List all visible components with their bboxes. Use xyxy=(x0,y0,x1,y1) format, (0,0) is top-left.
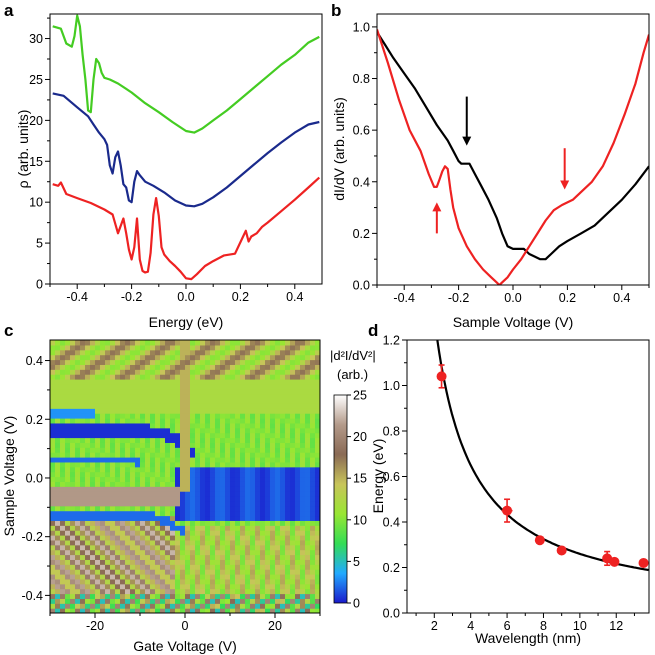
panel-c-ylabel: Sample Voltage (V) xyxy=(1,416,17,537)
panel-a-ytick-label: 25 xyxy=(29,73,43,87)
colorbar-unit: (arb.) xyxy=(337,367,368,382)
heatmap-image xyxy=(50,340,320,613)
series-line-red xyxy=(377,29,649,285)
series-line-navy xyxy=(52,92,320,208)
panel-c-xtick-label: 0 xyxy=(182,619,189,633)
panel-d-xlabel: Wavelength (nm) xyxy=(475,630,581,646)
panel-a-ytick-label: 30 xyxy=(29,32,43,46)
colorbar-tick-label: 10 xyxy=(353,513,367,527)
panel-d-ytick-label: 1.0 xyxy=(383,379,400,393)
panel-b-frame xyxy=(376,13,650,286)
panel-letter-a: a xyxy=(4,1,14,20)
panel-c-ytick-label: 0.2 xyxy=(26,413,43,427)
panel-b-xtick-label: -0.4 xyxy=(393,291,415,305)
panel-b-xtick-label: 0.2 xyxy=(559,291,576,305)
series-line-green xyxy=(52,14,320,134)
panel-a-xtick-label: -0.2 xyxy=(121,290,143,304)
data-point xyxy=(609,556,620,567)
panel-c: c -20 0 20 -0.4 -0.2 0.0 0.2 0.4 Gate Voltage … xyxy=(1,321,376,654)
panel-a: a -0.4 -0.2 0.0 0.2 0.4 0 5 10 15 20 25 30 Energy … xyxy=(4,1,323,330)
arrow-annotation-black-arrow xyxy=(462,96,472,146)
panel-d-ytick-label: 0.8 xyxy=(383,425,400,439)
panel-a-xlabel: Energy (eV) xyxy=(149,314,224,330)
colorbar-tick-label: 5 xyxy=(353,555,360,569)
panel-a-xtick-label: 0.4 xyxy=(286,290,303,304)
panel-d-ytick-label: 0.0 xyxy=(383,607,400,621)
panel-b-xtick-label: -0.2 xyxy=(448,291,470,305)
data-point xyxy=(556,545,567,556)
panel-c-xtick-label: 20 xyxy=(268,619,282,633)
panel-c-ytick-label: 0.0 xyxy=(26,471,43,485)
data-point xyxy=(638,557,649,568)
panel-d-ylabel: Energy (eV) xyxy=(370,439,386,514)
panel-d: d 2 4 6 8 10 12 0.0 0.2 0.4 0.6 0.8 1.0 1.2 Wavelen… xyxy=(368,321,650,646)
panel-d-ytick-label: 0.4 xyxy=(383,516,400,530)
panel-d-ytick-label: 0.6 xyxy=(383,470,400,484)
panel-a-ytick-label: 20 xyxy=(29,114,43,128)
colorbar-title: |d²I/dV²| xyxy=(330,348,376,363)
panel-a-ytick-label: 10 xyxy=(29,196,43,210)
data-point xyxy=(534,535,545,546)
panel-d-xtick-label: 10 xyxy=(573,619,587,633)
data-point xyxy=(501,498,513,523)
panel-b-xlabel: Sample Voltage (V) xyxy=(453,314,574,330)
panel-b-ytick-label: 0.4 xyxy=(353,175,370,189)
colorbar: |d²I/dV²| (arb.) 0 5 10 15 20 25 xyxy=(330,348,376,611)
panel-d-ytick-label: 1.2 xyxy=(383,334,400,348)
panel-c-ytick-label: -0.2 xyxy=(21,530,43,544)
arrow-annotation-red-arrow-left xyxy=(432,202,442,234)
colorbar-tick-label: 15 xyxy=(353,472,367,486)
colorbar-tick-label: 0 xyxy=(353,597,360,611)
panel-a-frame xyxy=(49,13,323,285)
panel-b-xtick-label: 0.4 xyxy=(613,291,630,305)
panel-b-ytick-label: 1.0 xyxy=(353,20,370,34)
panel-c-xlabel: Gate Voltage (V) xyxy=(133,638,237,654)
arrow-annotation-red-arrow-right xyxy=(560,148,570,190)
panel-a-ytick-label: 5 xyxy=(36,237,43,251)
panel-a-ytick-label: 15 xyxy=(29,155,43,169)
panel-a-xtick-label: 0.0 xyxy=(177,290,194,304)
panel-b: b -0.4 -0.2 0.0 0.2 0.4 0.0 0.2 0.4 0.6 0.8 1.0 S… xyxy=(331,1,650,330)
panel-d-xtick-label: 12 xyxy=(609,619,623,633)
series-line-black xyxy=(377,31,649,261)
panel-a-ytick-label: 0 xyxy=(36,278,43,292)
panel-a-ylabel: ρ (arb. units) xyxy=(15,110,31,189)
panel-c-xtick-label: -20 xyxy=(86,619,104,633)
panel-b-xtick-label: 0.0 xyxy=(504,291,521,305)
panel-letter-c: c xyxy=(4,321,13,340)
data-point xyxy=(436,364,447,389)
panel-letter-d: d xyxy=(368,321,378,340)
fit-curve xyxy=(436,340,649,572)
panel-a-xtick-label: 0.2 xyxy=(232,290,249,304)
panel-b-ylabel: dI/dV (arb. units) xyxy=(331,97,347,201)
panel-c-ytick-label: -0.4 xyxy=(21,589,43,603)
panel-b-ytick-label: 0.2 xyxy=(353,227,370,241)
panel-letter-b: b xyxy=(331,1,341,20)
panel-d-xtick-label: 2 xyxy=(431,619,438,633)
panel-d-xtick-label: 6 xyxy=(504,619,511,633)
panel-d-xtick-label: 4 xyxy=(467,619,474,633)
colorbar-tick-label: 20 xyxy=(353,430,367,444)
panel-b-ytick-label: 0.0 xyxy=(353,279,370,293)
panel-b-ytick-label: 0.8 xyxy=(353,72,370,86)
colorbar-tick-label: 25 xyxy=(353,389,367,403)
panel-a-xtick-label: -0.4 xyxy=(66,290,88,304)
panel-d-ytick-label: 0.2 xyxy=(383,561,400,575)
panel-c-ytick-label: 0.4 xyxy=(26,354,43,368)
panel-d-xtick-label: 8 xyxy=(540,619,547,633)
panel-b-ytick-label: 0.6 xyxy=(353,124,370,138)
series-line-red xyxy=(52,176,321,281)
colorbar-gradient xyxy=(333,394,348,604)
